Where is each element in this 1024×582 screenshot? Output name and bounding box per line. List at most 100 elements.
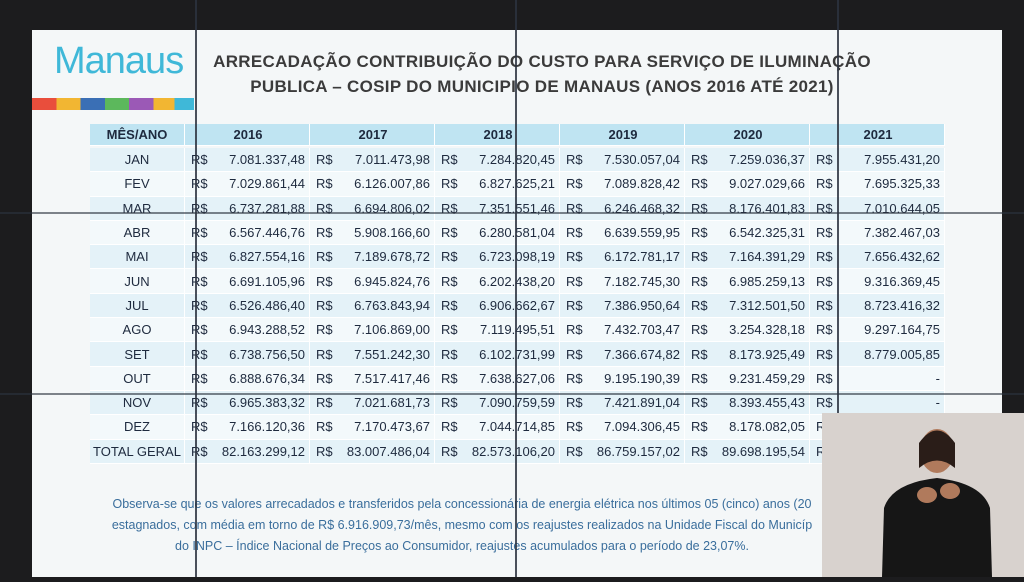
currency: R$ xyxy=(441,273,458,289)
value-cell: R$ 6.526.486,40 xyxy=(185,293,310,319)
value-cell: R$ 6.639.559,95 xyxy=(560,220,685,246)
currency: R$ xyxy=(691,297,708,313)
value-cell: R$ 7.382.467,03 xyxy=(810,220,945,246)
month-row: OUT R$ 6.888.676,34 R$ 7.517.417,46 R$ 7.638.6… xyxy=(90,366,945,391)
amount: 5.908.166,60 xyxy=(354,225,430,241)
value-cell: R$ 6.965.383,32 xyxy=(185,390,310,416)
currency: R$ xyxy=(816,322,833,338)
value-cell: R$ 9.297.164,75 xyxy=(810,318,945,343)
value-cell: R$ 7.011.473,98 xyxy=(310,148,435,173)
amount: 89.698.195,54 xyxy=(721,443,805,459)
currency: R$ xyxy=(566,322,583,338)
amount: - xyxy=(935,395,940,411)
value-cell: R$ 7.166.120,36 xyxy=(185,415,310,440)
amount: 7.094.306,45 xyxy=(604,419,680,435)
amount: 7.432.703,47 xyxy=(604,322,680,338)
amount: 6.172.781,17 xyxy=(604,249,680,265)
month-row: MAR R$ 6.737.281,88 R$ 6.694.806,02 R$ 7.351.5… xyxy=(90,196,945,221)
value-cell: R$ 7.312.501,50 xyxy=(685,293,810,319)
value-cell: R$ 83.007.486,04 xyxy=(310,439,435,464)
value-cell: R$ 82.573.106,20 xyxy=(435,439,560,464)
currency: R$ xyxy=(441,443,458,459)
month-row: NOV R$ 6.965.383,32 R$ 7.021.681,73 R$ 7.090.7… xyxy=(90,390,945,416)
currency: R$ xyxy=(566,225,583,241)
currency: R$ xyxy=(691,273,708,289)
amount: 6.943.288,52 xyxy=(229,322,305,338)
amount: 7.170.473,67 xyxy=(354,419,430,435)
currency: R$ xyxy=(191,322,208,338)
currency: R$ xyxy=(316,297,333,313)
slide: Manaus ARRECADAÇÃO CONTRIBUIÇÃO DO CUSTO… xyxy=(32,30,1002,577)
amount: 7.530.057,04 xyxy=(604,152,680,168)
value-cell: R$ 7.182.745,30 xyxy=(560,269,685,294)
amount: 9.195.190,39 xyxy=(604,370,680,386)
value-cell: R$ 6.723.098,19 xyxy=(435,245,560,270)
amount: 7.044.714,85 xyxy=(479,419,555,435)
amount: 6.526.486,40 xyxy=(229,297,305,313)
value-cell: R$ 7.695.325,33 xyxy=(810,172,945,197)
title-line: PUBLICA – COSIP DO MUNICIPIO DE MANAUS (… xyxy=(250,77,834,96)
amount: 6.102.731,99 xyxy=(479,346,555,362)
value-cell: R$ 6.691.105,96 xyxy=(185,269,310,294)
amount: 7.551.242,30 xyxy=(354,346,430,362)
currency: R$ xyxy=(191,419,208,435)
currency: R$ xyxy=(316,346,333,362)
currency: R$ xyxy=(816,152,833,168)
month-cell: NOV xyxy=(90,390,185,416)
amount: 9.297.164,75 xyxy=(864,322,940,338)
value-cell: R$ 8.779.005,85 xyxy=(810,342,945,367)
currency: R$ xyxy=(191,443,208,459)
amount: 9.316.369,45 xyxy=(864,273,940,289)
header-cell: 2016 xyxy=(185,124,310,146)
month-cell: OUT xyxy=(90,366,185,391)
amount: 7.656.432,62 xyxy=(864,249,940,265)
value-cell: R$ 6.985.259,13 xyxy=(685,269,810,294)
value-cell: R$ 82.163.299,12 xyxy=(185,439,310,464)
month-cell: ABR xyxy=(90,220,185,246)
month-row: MAI R$ 6.827.554,16 R$ 7.189.678,72 R$ 6.723.0… xyxy=(90,245,945,270)
amount: 7.011.473,98 xyxy=(355,152,430,168)
amount: 7.259.036,37 xyxy=(729,152,805,168)
value-cell: R$ 6.945.824,76 xyxy=(310,269,435,294)
currency: R$ xyxy=(191,225,208,241)
value-cell: R$ - xyxy=(810,390,945,416)
currency: R$ xyxy=(816,273,833,289)
currency: R$ xyxy=(441,297,458,313)
currency: R$ xyxy=(816,297,833,313)
amount: 6.542.325,31 xyxy=(729,225,805,241)
currency: R$ xyxy=(691,176,708,192)
value-cell: R$ 5.908.166,60 xyxy=(310,220,435,246)
value-cell: R$ 7.421.891,04 xyxy=(560,390,685,416)
currency: R$ xyxy=(691,443,708,459)
currency: R$ xyxy=(691,346,708,362)
month-cell: JUN xyxy=(90,269,185,294)
currency: R$ xyxy=(816,225,833,241)
amount: 7.119.495,51 xyxy=(480,322,555,338)
month-cell: SET xyxy=(90,342,185,367)
month-row: JUN R$ 6.691.105,96 R$ 6.945.824,76 R$ 6.202.4… xyxy=(90,269,945,294)
value-cell: R$ 7.081.337,48 xyxy=(185,148,310,173)
currency: R$ xyxy=(441,346,458,362)
value-cell: R$ 7.366.674,82 xyxy=(560,342,685,367)
value-cell: R$ 7.089.828,42 xyxy=(560,172,685,197)
value-cell: R$ 7.044.714,85 xyxy=(435,415,560,440)
amount: 7.010.644,05 xyxy=(864,200,940,216)
amount: 8.723.416,32 xyxy=(864,297,940,313)
amount: 8.176.401,83 xyxy=(729,200,805,216)
value-cell: R$ 7.656.432,62 xyxy=(810,245,945,270)
value-cell: R$ 89.698.195,54 xyxy=(685,439,810,464)
interpreter-video xyxy=(822,413,1024,577)
amount: 6.126.007,86 xyxy=(354,176,430,192)
currency: R$ xyxy=(441,322,458,338)
amount: 8.779.005,85 xyxy=(864,346,940,362)
amount: 6.827.625,21 xyxy=(479,176,555,192)
currency: R$ xyxy=(441,200,458,216)
header-cell: 2019 xyxy=(560,124,685,146)
amount: 7.382.467,03 xyxy=(864,225,940,241)
header-cell: 2021 xyxy=(810,124,945,146)
currency: R$ xyxy=(566,273,583,289)
value-cell: R$ 7.119.495,51 xyxy=(435,318,560,343)
amount: 9.231.459,29 xyxy=(729,370,805,386)
currency: R$ xyxy=(316,176,333,192)
value-cell: R$ 86.759.157,02 xyxy=(560,439,685,464)
